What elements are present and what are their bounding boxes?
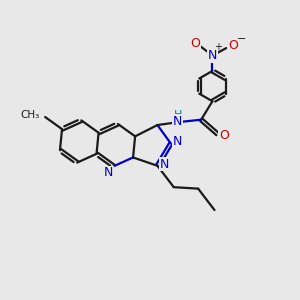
Text: N: N	[208, 49, 217, 62]
Text: N: N	[173, 135, 182, 148]
Text: +: +	[214, 42, 222, 52]
Text: O: O	[219, 129, 229, 142]
Text: O: O	[190, 38, 200, 50]
Text: −: −	[237, 34, 247, 44]
Text: N: N	[104, 166, 113, 179]
Text: O: O	[228, 40, 238, 52]
Text: CH₃: CH₃	[20, 110, 40, 120]
Text: N: N	[159, 158, 169, 171]
Text: N: N	[173, 115, 182, 128]
Text: H: H	[173, 110, 182, 120]
